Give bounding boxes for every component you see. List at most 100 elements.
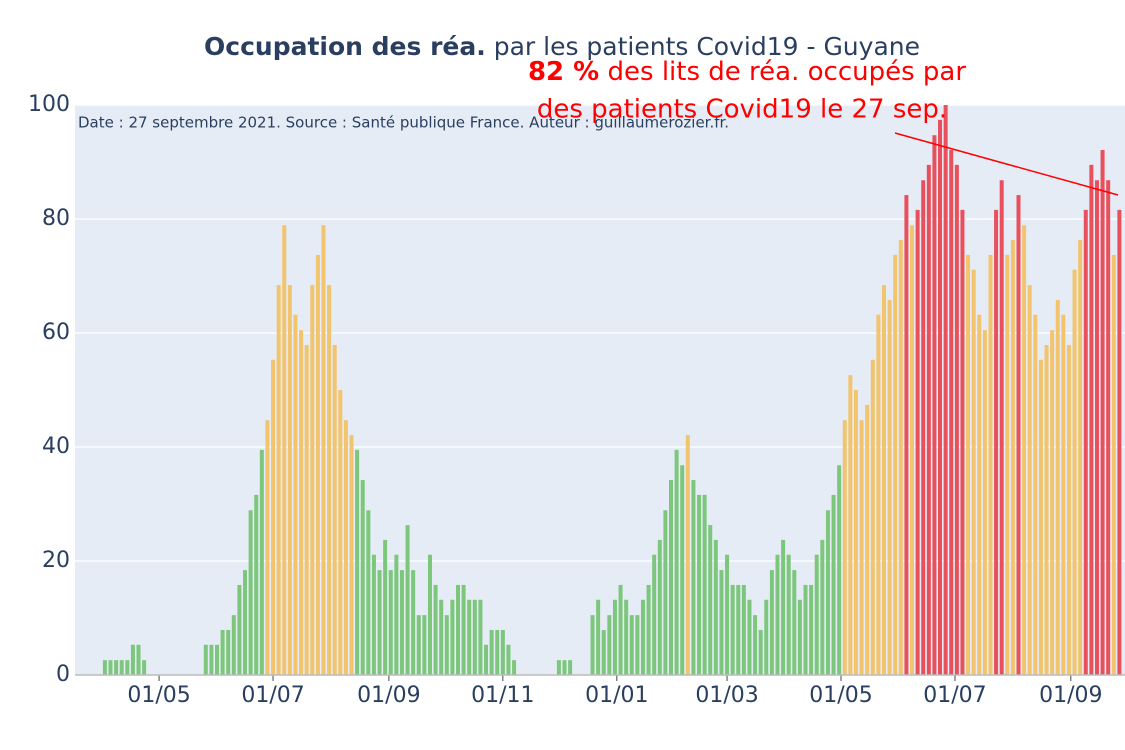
bar: [226, 629, 231, 675]
bar: [741, 584, 746, 675]
bar: [629, 615, 634, 675]
bar: [282, 225, 287, 675]
x-tick-label: 01/07: [241, 683, 304, 708]
bar: [1044, 344, 1049, 675]
bar: [999, 180, 1004, 676]
bar: [730, 584, 735, 675]
title-rest: par les patients Covid19 - Guyane: [494, 32, 920, 61]
bar: [254, 494, 259, 675]
bar: [954, 164, 959, 675]
annotation-arrow: [894, 132, 1119, 196]
x-tick-label: 01/09: [357, 683, 420, 708]
bar: [1050, 330, 1055, 675]
x-tick-label: 01/11: [471, 683, 534, 708]
bar: [904, 195, 909, 675]
bar: [938, 119, 943, 675]
bar: [1066, 344, 1071, 675]
bar: [898, 240, 903, 675]
bar: [977, 314, 982, 675]
bar: [1005, 254, 1010, 675]
y-tick-label: 100: [28, 92, 70, 117]
bar: [792, 570, 797, 675]
bar: [484, 644, 489, 675]
annotation-value: 82 %: [528, 57, 599, 87]
bar: [1072, 269, 1077, 675]
bar: [472, 599, 477, 675]
bar: [366, 510, 371, 675]
x-tick-label: 01/03: [695, 683, 758, 708]
bar: [315, 254, 320, 675]
bar: [259, 449, 264, 675]
bar: [500, 629, 505, 675]
bar: [820, 539, 825, 675]
bar: [1055, 299, 1060, 675]
bar: [125, 660, 130, 675]
bar: [214, 644, 219, 675]
bar: [668, 480, 673, 675]
bar: [685, 435, 690, 675]
bar: [949, 150, 954, 675]
bar: [702, 494, 707, 675]
bar: [495, 629, 500, 675]
bar: [719, 570, 724, 675]
y-tick-label: 80: [42, 206, 70, 231]
x-tick-label: 01/01: [585, 683, 648, 708]
bar: [461, 584, 466, 675]
bar: [691, 480, 696, 675]
bar: [478, 599, 483, 675]
title-bold: Occupation des réa.: [204, 32, 486, 61]
bar: [842, 420, 847, 675]
bar: [388, 570, 393, 675]
bar: [876, 314, 881, 675]
bar: [114, 660, 119, 675]
bar: [697, 494, 702, 675]
bar: [371, 554, 376, 675]
bar: [1010, 240, 1015, 675]
bar: [108, 660, 113, 675]
bar: [102, 660, 107, 675]
bar: [248, 510, 253, 675]
bar: [601, 629, 606, 675]
bar: [893, 254, 898, 675]
bar: [865, 404, 870, 675]
bar: [310, 285, 315, 675]
bar: [427, 554, 432, 675]
bars: [102, 105, 1122, 676]
bar: [405, 525, 410, 675]
bar: [764, 599, 769, 675]
bar: [220, 629, 225, 675]
bar: [136, 644, 141, 675]
bar: [988, 254, 993, 675]
bar: [142, 660, 147, 675]
subtitle: Date : 27 septembre 2021. Source : Santé…: [78, 114, 729, 132]
y-tick-label: 0: [56, 662, 70, 687]
bar: [915, 209, 920, 675]
bar: [910, 225, 915, 675]
bar: [618, 584, 623, 675]
y-tick-label: 60: [42, 320, 70, 345]
bar: [209, 644, 214, 675]
bar: [853, 390, 858, 675]
bar: [994, 209, 999, 675]
x-tick-label: 01/05: [809, 683, 872, 708]
bar: [332, 344, 337, 675]
y-tick-label: 20: [42, 548, 70, 573]
x-tick-label: 01/07: [923, 683, 986, 708]
bar: [416, 615, 421, 675]
bar: [562, 660, 567, 675]
bar: [982, 330, 987, 675]
bar: [1038, 359, 1043, 675]
bar: [708, 525, 713, 675]
bar: [612, 599, 617, 675]
bar: [926, 164, 931, 675]
bar: [887, 299, 892, 675]
bar: [377, 570, 382, 675]
bar: [837, 465, 842, 675]
bar: [831, 494, 836, 675]
bar: [1061, 314, 1066, 675]
bar: [327, 285, 332, 675]
bar: [814, 554, 819, 675]
bar: [1022, 225, 1027, 675]
